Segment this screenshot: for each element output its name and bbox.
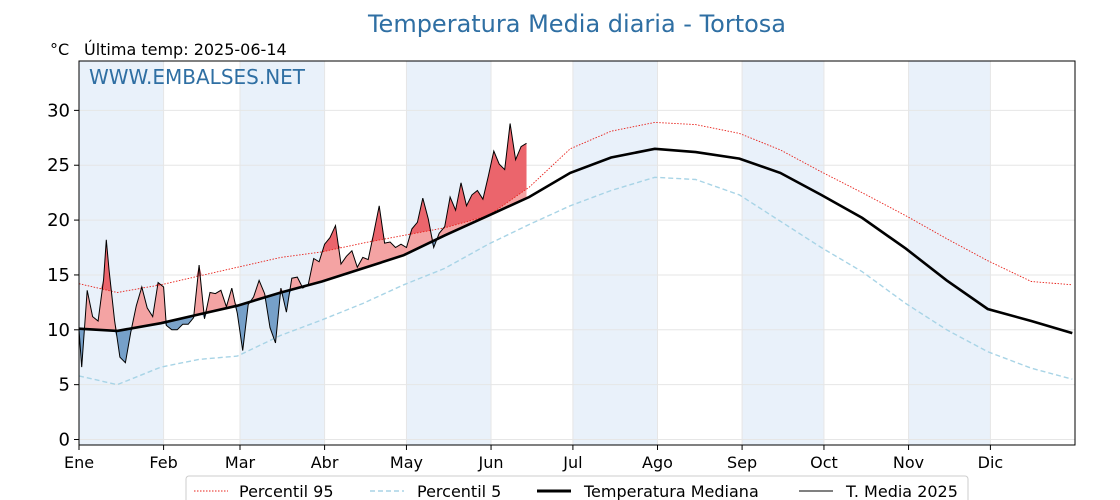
x-tick-label-oct: Oct <box>810 453 838 472</box>
watermark-text: WWW.EMBALSES.NET <box>89 65 306 89</box>
y-tick-label-20: 20 <box>47 210 70 231</box>
fill-below-median <box>79 198 527 368</box>
month-band-may <box>406 61 492 445</box>
x-tick-label-nov: Nov <box>893 453 924 472</box>
legend-label-year: T. Media 2025 <box>845 482 958 500</box>
month-band-jul <box>572 61 658 445</box>
y-tick-label-30: 30 <box>47 100 70 121</box>
series-line-mediana <box>78 147 1073 335</box>
x-tick-label-ago: Ago <box>642 453 673 472</box>
last-temp-label: Última temp: 2025-06-14 <box>84 40 287 59</box>
anomaly-fills <box>79 123 527 368</box>
x-tick-label-mar: Mar <box>225 453 256 472</box>
month-band-ene <box>79 61 164 445</box>
month-bands <box>79 61 991 445</box>
y-tick-label-15: 15 <box>47 265 70 286</box>
y-axis-ticks: 0 5 10 15 20 25 30 <box>47 100 79 451</box>
x-tick-label-ene: Ene <box>64 453 94 472</box>
series-line-media-2025 <box>78 123 527 368</box>
legend: Percentil 95 Percentil 5 Temperatura Med… <box>185 475 969 500</box>
x-tick-label-sep: Sep <box>727 453 757 472</box>
unit-label: °C <box>50 40 69 59</box>
x-tick-label-may: May <box>390 453 423 472</box>
legend-label-median: Temperatura Mediana <box>583 482 759 500</box>
x-tick-label-abr: Abr <box>311 453 339 472</box>
legend-label-p5: Percentil 5 <box>417 482 501 500</box>
series-line-percentil-5 <box>78 176 1073 386</box>
x-tick-label-jul: Jul <box>562 453 582 472</box>
y-tick-label-5: 5 <box>59 375 70 396</box>
x-tick-label-dic: Dic <box>978 453 1004 472</box>
series-lines <box>78 121 1073 386</box>
month-band-mar <box>239 61 325 445</box>
x-tick-label-feb: Feb <box>149 453 177 472</box>
chart-title: Temperatura Media diaria - Tortosa <box>367 10 786 38</box>
x-axis-ticks: Ene Feb Mar Abr May Jun Jul Ago Sep Oct Nov Dic <box>64 445 1003 472</box>
y-tick-label-25: 25 <box>47 155 70 176</box>
legend-label-p95: Percentil 95 <box>239 482 334 500</box>
y-tick-label-0: 0 <box>59 430 70 451</box>
y-tick-label-10: 10 <box>47 320 70 341</box>
month-band-sep <box>742 61 824 445</box>
legend-box <box>185 475 969 500</box>
month-band-nov <box>908 61 991 445</box>
plot-frame <box>78 60 1076 446</box>
x-tick-label-jun: Jun <box>478 453 504 472</box>
